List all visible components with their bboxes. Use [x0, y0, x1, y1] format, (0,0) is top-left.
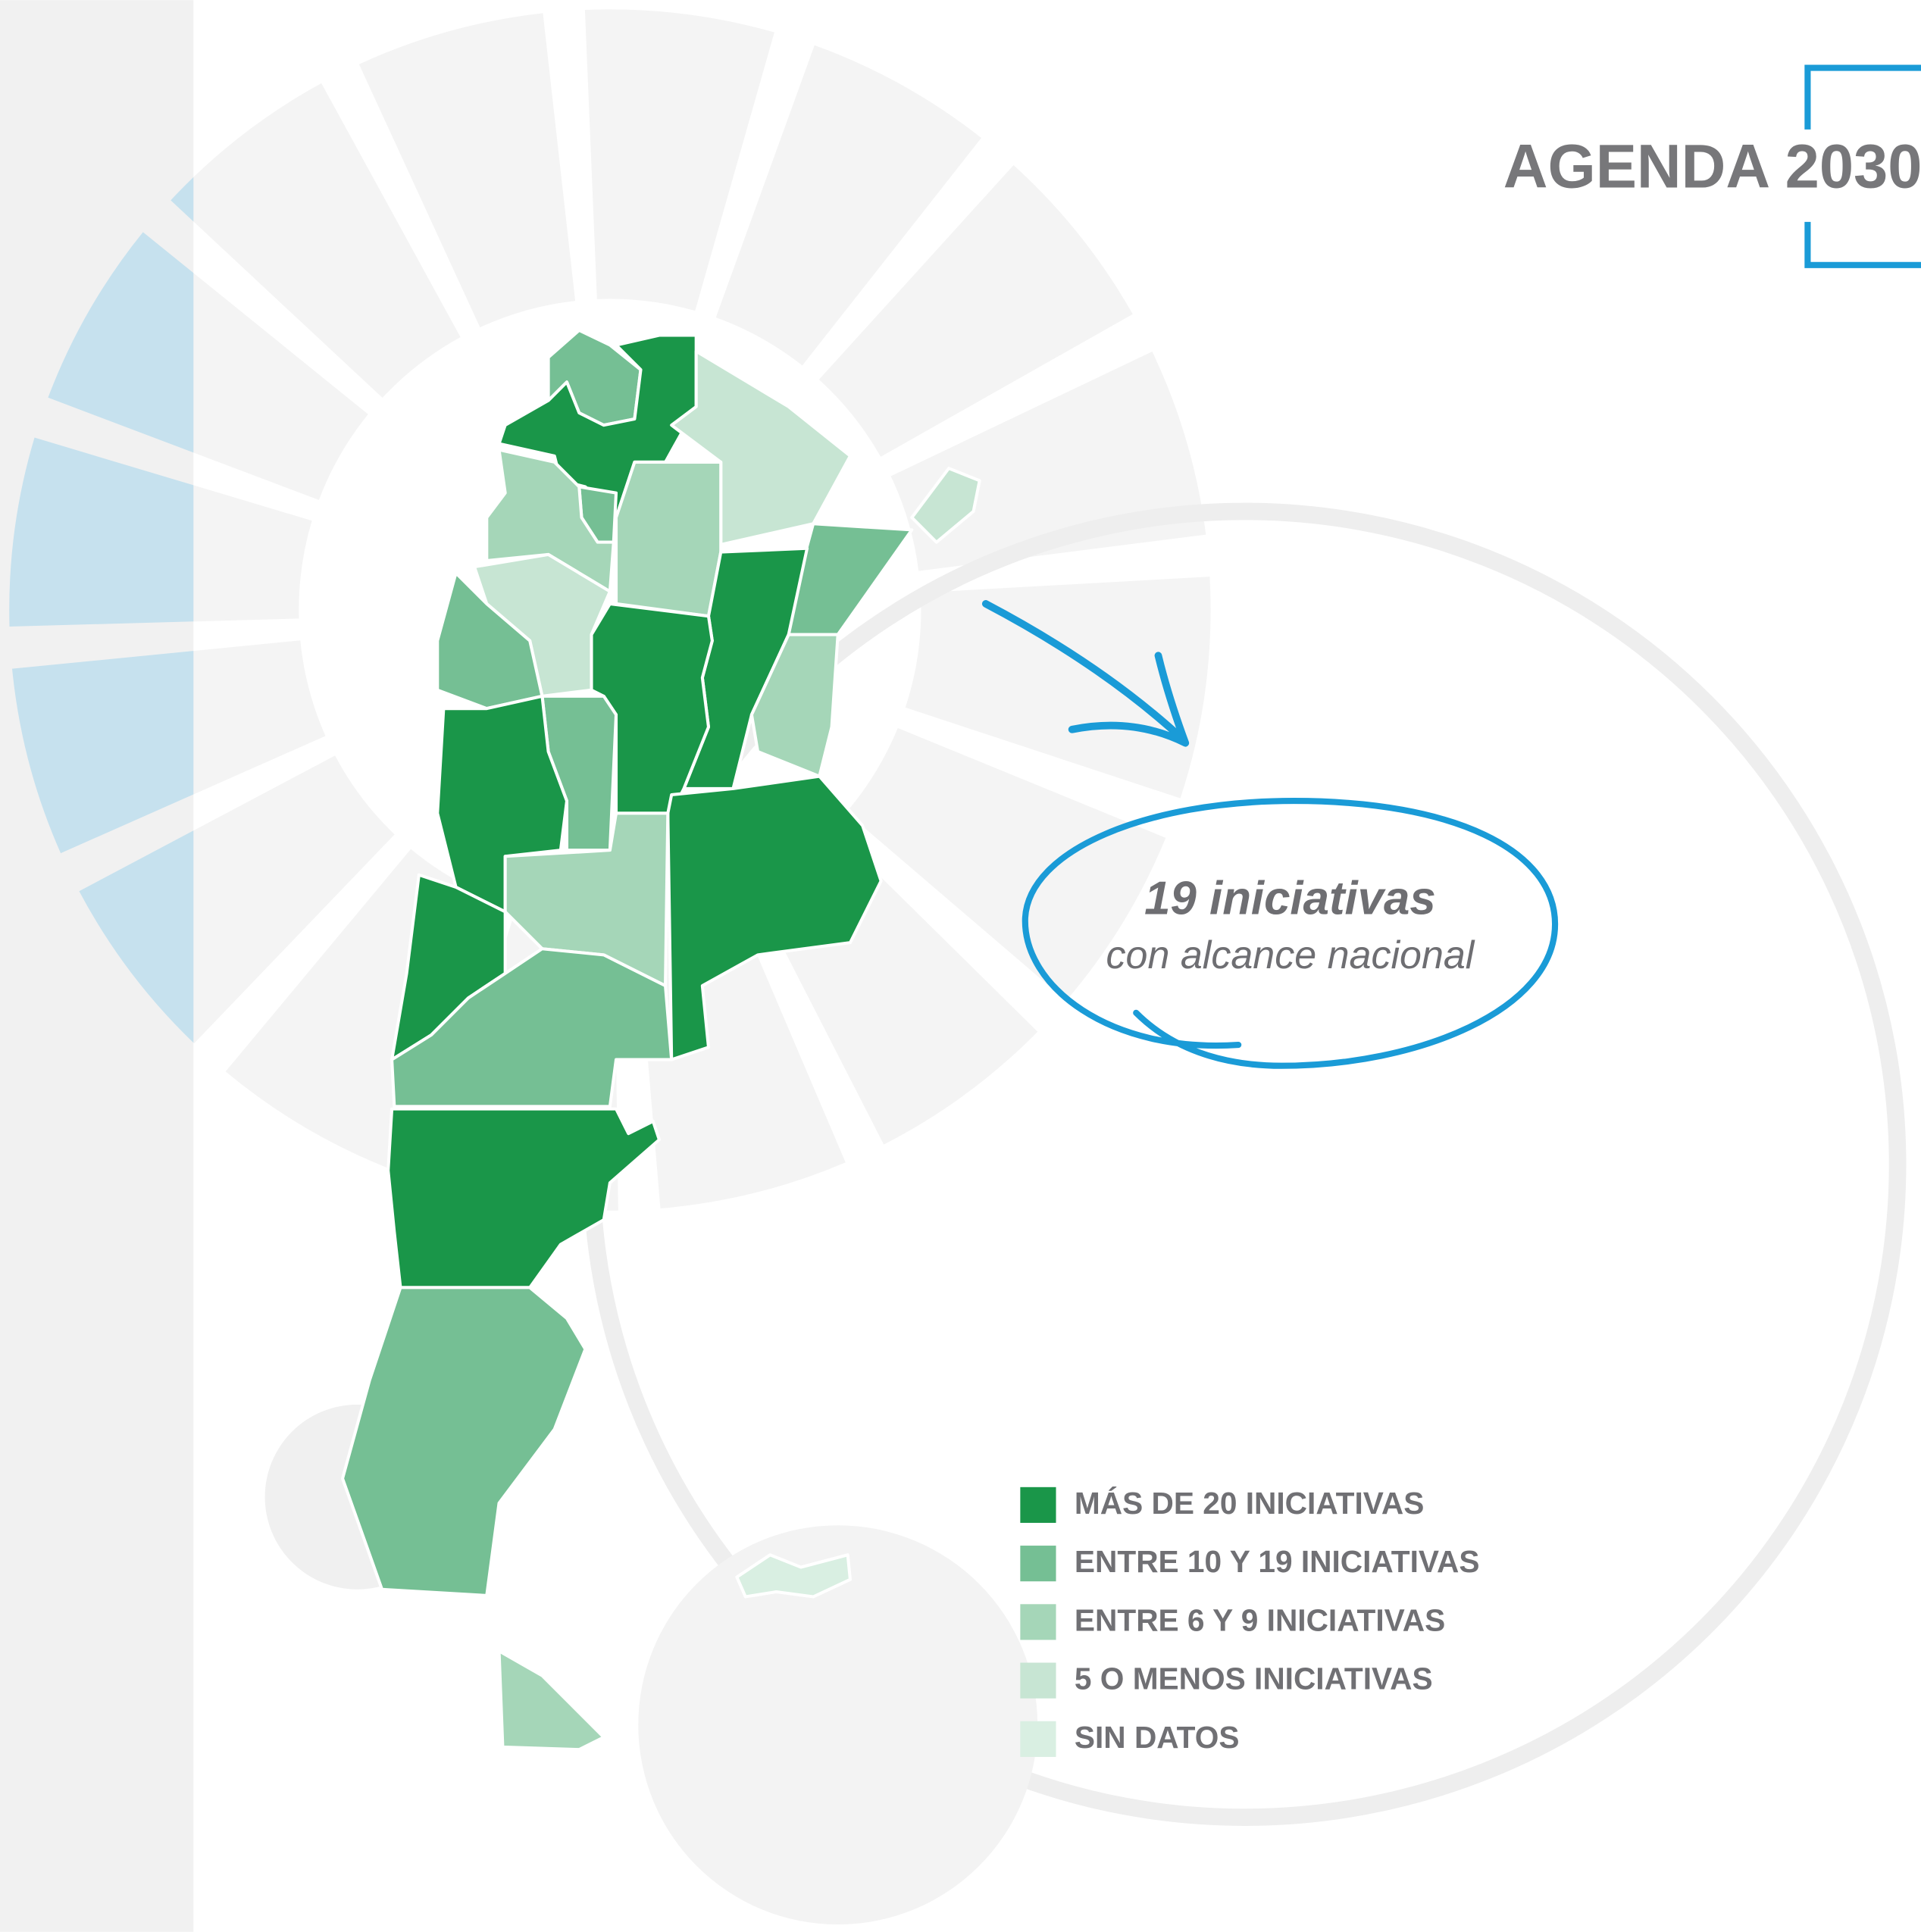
- province: [735, 1553, 853, 1599]
- map: [341, 328, 981, 1752]
- arrow-head: [1068, 652, 1190, 747]
- province: [386, 1107, 661, 1290]
- callout-ellipse: [1022, 798, 1559, 1069]
- province: [390, 947, 674, 1108]
- background-dot: [638, 1525, 1038, 1925]
- arrow: [981, 600, 1187, 743]
- province: [614, 460, 723, 618]
- legend-label: ENTRE 10 Y 19 INICIATIVAS: [1075, 1544, 1480, 1579]
- legend-swatch: [1020, 1721, 1056, 1757]
- legend-swatch: [1020, 1662, 1056, 1699]
- province: [485, 448, 615, 593]
- title: AGENDA 2030: [1503, 132, 1921, 201]
- legend-label: ENTRE 6 Y 9 INICIATIVAS: [1075, 1602, 1445, 1637]
- callout-headline: 19 iniciativas: [1144, 873, 1436, 925]
- legend-label: 5 O MENOS INICIATIVAS: [1075, 1662, 1433, 1696]
- sdg-wheel-tint: [9, 177, 194, 1043]
- legend-label: MÁS DE 20 INICIATIVAS: [1075, 1486, 1424, 1521]
- legend-swatch: [1020, 1546, 1056, 1582]
- province: [666, 774, 883, 1061]
- callout-text: con alcance nacional: [1106, 933, 1475, 977]
- legend: MÁS DE 20 INICIATIVAS ENTRE 10 Y 19 INICI…: [1020, 1486, 1479, 1757]
- title-bracket: [1804, 64, 1921, 268]
- legend-swatch: [1020, 1487, 1056, 1523]
- province: [497, 1649, 605, 1752]
- legend-label: SIN DATOS: [1075, 1720, 1240, 1755]
- province: [436, 694, 569, 914]
- province: [341, 1286, 587, 1597]
- province: [910, 467, 981, 544]
- legend-swatch: [1020, 1604, 1056, 1640]
